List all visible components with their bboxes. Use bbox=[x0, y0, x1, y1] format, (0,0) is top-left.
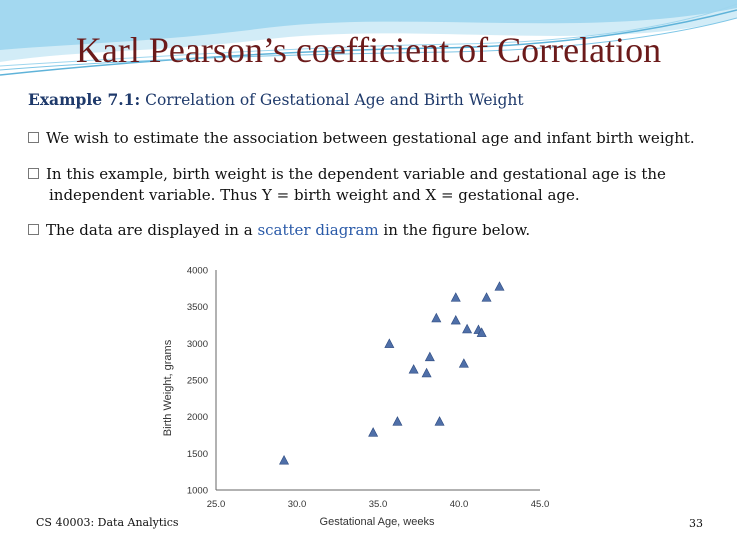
bullet-3: The data are displayed in a scatter diag… bbox=[28, 220, 728, 241]
data-point-marker bbox=[434, 416, 445, 426]
x-axis-label: Gestational Age, weeks bbox=[320, 516, 435, 528]
data-point-marker bbox=[476, 327, 487, 337]
data-point-marker bbox=[458, 358, 469, 368]
y-tick-label: 1500 bbox=[187, 449, 208, 460]
data-point-marker bbox=[392, 416, 403, 426]
bullet-2-line1: In this example, birth weight is the dep… bbox=[46, 165, 666, 183]
y-tick-label: 3500 bbox=[187, 302, 208, 313]
data-point-marker bbox=[408, 364, 419, 374]
bullet-box-icon bbox=[28, 132, 39, 143]
x-tick-label: 35.0 bbox=[369, 499, 388, 510]
data-point-marker bbox=[279, 455, 290, 465]
scatter-diagram-link[interactable]: scatter diagram bbox=[257, 221, 379, 239]
bullet-2-line2: independent variable. Thus Y = birth wei… bbox=[49, 186, 580, 204]
data-point-marker bbox=[431, 312, 442, 323]
data-point-marker bbox=[368, 427, 379, 437]
x-tick-label: 45.0 bbox=[531, 499, 550, 510]
bullet-2: In this example, birth weight is the dep… bbox=[28, 164, 728, 206]
y-tick-label: 2500 bbox=[187, 376, 208, 387]
data-point-marker bbox=[481, 292, 492, 302]
footer-course: CS 40003: Data Analytics bbox=[36, 516, 179, 529]
data-point-marker bbox=[450, 292, 461, 302]
header-wave-decoration bbox=[0, 0, 737, 76]
example-text: Correlation of Gestational Age and Birth… bbox=[140, 91, 524, 109]
bullet-box-icon bbox=[28, 168, 39, 179]
data-points bbox=[279, 281, 505, 465]
bullet-1: We wish to estimate the association betw… bbox=[28, 128, 728, 149]
data-point-marker bbox=[494, 281, 505, 291]
data-point-marker bbox=[384, 338, 395, 348]
chart-background bbox=[180, 262, 555, 522]
y-tick-label: 2000 bbox=[187, 412, 208, 423]
x-tick-label: 25.0 bbox=[207, 499, 226, 510]
example-heading: Example 7.1: Correlation of Gestational … bbox=[28, 90, 524, 109]
bullet-3-pre: The data are displayed in a bbox=[46, 221, 258, 239]
y-tick-label: 4000 bbox=[187, 266, 208, 277]
bullet-3-post: in the figure below. bbox=[378, 221, 531, 239]
data-point-marker bbox=[421, 367, 432, 378]
y-tick-label: 1000 bbox=[187, 486, 208, 497]
data-point-marker bbox=[424, 351, 435, 362]
x-tick-label: 30.0 bbox=[288, 499, 307, 510]
bullet-box-icon bbox=[28, 224, 39, 235]
y-tick-label: 3000 bbox=[187, 339, 208, 350]
page-number: 33 bbox=[689, 517, 703, 530]
x-tick-label: 40.0 bbox=[450, 499, 469, 510]
y-axis-label: Birth Weight, grams bbox=[162, 339, 174, 436]
bullet-1-text: We wish to estimate the association betw… bbox=[46, 129, 695, 147]
data-point-marker bbox=[450, 314, 461, 325]
y-tick-labels: 1000 1500 2000 2500 3000 3500 4000 bbox=[187, 266, 208, 497]
example-label: Example 7.1: bbox=[28, 90, 141, 109]
data-point-marker bbox=[462, 323, 473, 334]
slide-title: Karl Pearson’s coefficient of Correlatio… bbox=[75, 30, 662, 70]
x-tick-labels: 25.0 30.0 35.0 40.0 45.0 bbox=[207, 499, 550, 510]
